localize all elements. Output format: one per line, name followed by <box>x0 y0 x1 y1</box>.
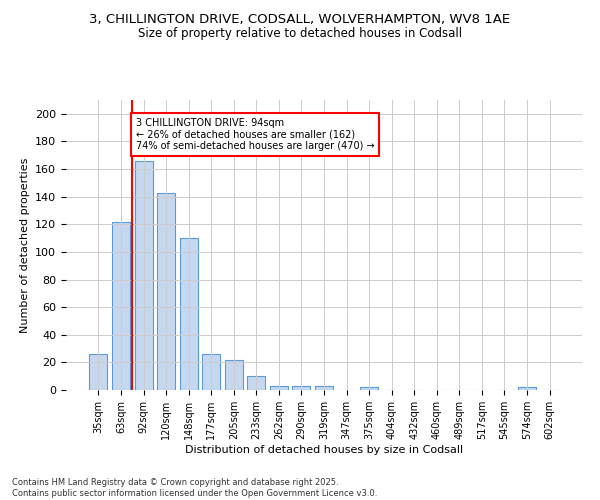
Bar <box>360 387 378 390</box>
Bar <box>292 386 310 390</box>
Bar <box>134 161 152 390</box>
Bar <box>112 222 130 390</box>
Text: Contains HM Land Registry data © Crown copyright and database right 2025.
Contai: Contains HM Land Registry data © Crown c… <box>12 478 377 498</box>
Y-axis label: Number of detached properties: Number of detached properties <box>20 158 29 332</box>
Bar <box>270 386 288 390</box>
Bar <box>202 354 220 390</box>
Bar <box>89 354 107 390</box>
Bar <box>247 376 265 390</box>
X-axis label: Distribution of detached houses by size in Codsall: Distribution of detached houses by size … <box>185 444 463 454</box>
Bar <box>315 386 333 390</box>
Bar <box>518 387 536 390</box>
Text: Size of property relative to detached houses in Codsall: Size of property relative to detached ho… <box>138 28 462 40</box>
Text: 3, CHILLINGTON DRIVE, CODSALL, WOLVERHAMPTON, WV8 1AE: 3, CHILLINGTON DRIVE, CODSALL, WOLVERHAM… <box>89 12 511 26</box>
Text: 3 CHILLINGTON DRIVE: 94sqm
← 26% of detached houses are smaller (162)
74% of sem: 3 CHILLINGTON DRIVE: 94sqm ← 26% of deta… <box>136 118 374 151</box>
Bar <box>179 238 198 390</box>
Bar <box>225 360 243 390</box>
Bar <box>157 192 175 390</box>
